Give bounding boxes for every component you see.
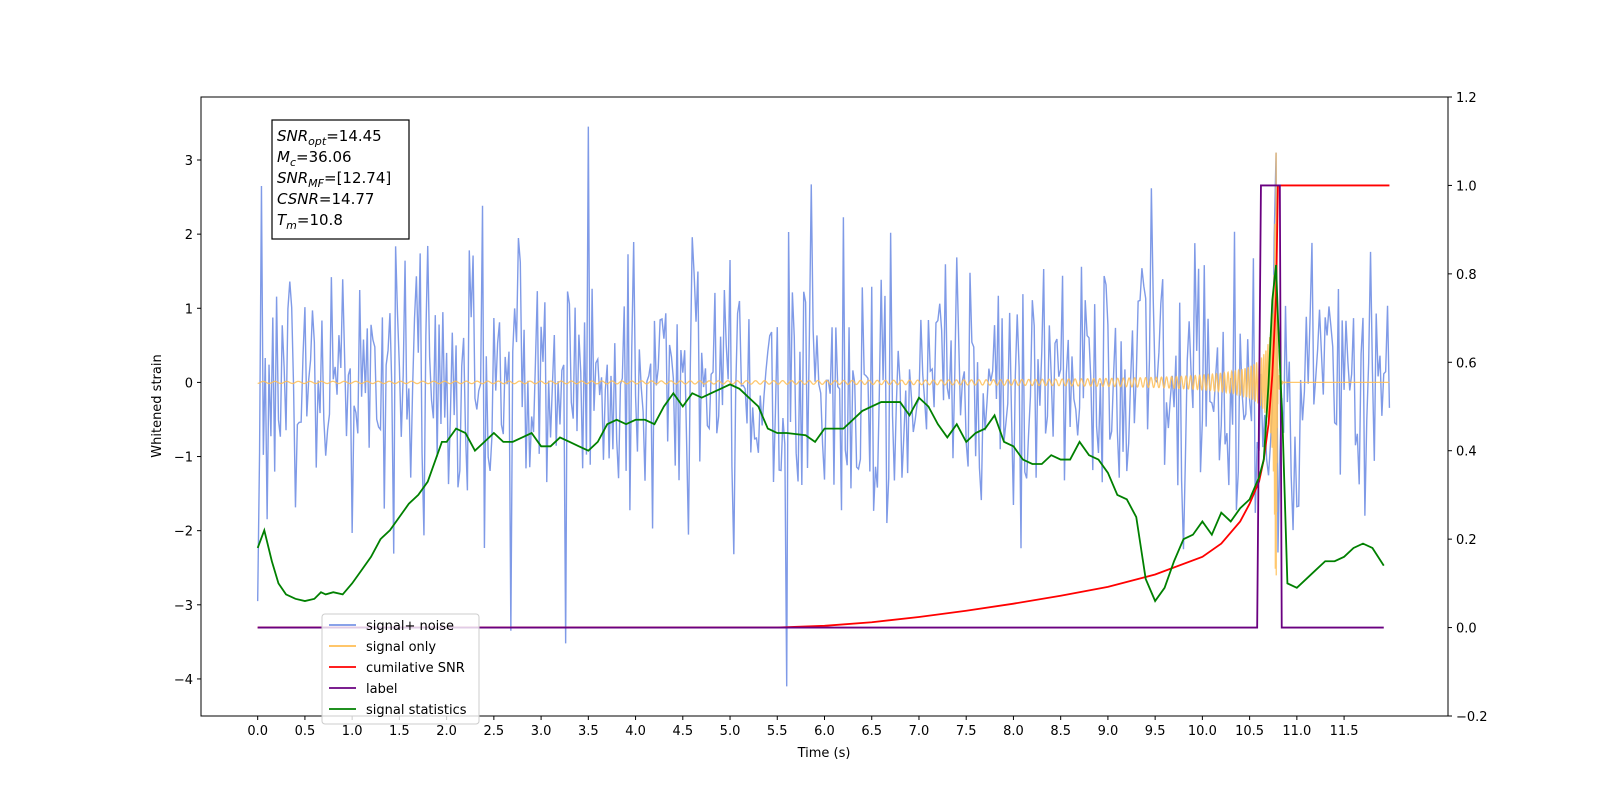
y-tick-label: −1 xyxy=(174,451,193,466)
y2-tick-label: 1.2 xyxy=(1456,91,1477,106)
x-tick-label: 11.0 xyxy=(1282,724,1311,739)
y2-tick-label: −0.2 xyxy=(1456,710,1488,725)
annotation-box: SNRopt=14.45Mc=36.06SNRMF=[12.74]CSNR=14… xyxy=(271,119,410,240)
y2-tick-label: 0.0 xyxy=(1456,622,1477,637)
y-tick-label: 0 xyxy=(185,376,193,391)
x-tick-label: 7.5 xyxy=(956,724,977,739)
series-line-label xyxy=(257,184,1384,629)
annotation-line: Tm=10.8 xyxy=(277,211,343,232)
y-tick-label: 2 xyxy=(185,228,193,243)
x-tick-label: 2.5 xyxy=(484,724,505,739)
y2-tick-label: 0.6 xyxy=(1456,356,1477,371)
legend-label-signal-only: signal only xyxy=(366,640,436,655)
x-tick-label: 10.0 xyxy=(1188,724,1217,739)
x-tick-label: 0.0 xyxy=(247,724,268,739)
series-line-signal-noise xyxy=(256,126,1391,687)
annotation-line: Mc=36.06 xyxy=(277,148,352,169)
y-tick-label: −4 xyxy=(174,673,193,688)
x-tick-label: 1.0 xyxy=(342,724,363,739)
x-tick-label: 4.5 xyxy=(672,724,693,739)
annotation-frame xyxy=(271,119,410,240)
x-tick-label: 9.0 xyxy=(1098,724,1119,739)
x-tick-label: 5.5 xyxy=(767,724,788,739)
legend: signal+ noise signal only cumilative SNR la… xyxy=(321,613,480,725)
x-axis-label: Time (s) xyxy=(797,746,851,761)
x-tick-label: 8.5 xyxy=(1050,724,1071,739)
legend-label-signal-noise: signal+ noise xyxy=(366,619,454,634)
x-tick-label: 7.0 xyxy=(909,724,930,739)
annotation-line: SNRopt=14.45 xyxy=(277,127,382,148)
legend-label-label: label xyxy=(366,682,397,697)
x-tick-label: 10.5 xyxy=(1235,724,1264,739)
plot-series-group xyxy=(256,126,1391,687)
annotation-line: CSNR=14.77 xyxy=(277,190,374,208)
x-tick-label: 6.5 xyxy=(861,724,882,739)
y2-tick-label: 1.0 xyxy=(1456,179,1477,194)
x-tick-label: 0.5 xyxy=(295,724,316,739)
y-axis-ticks: −4 −3 −2 −1 0 1 2 3 xyxy=(174,154,201,688)
x-tick-label: 6.0 xyxy=(814,724,835,739)
x-tick-label: 11.5 xyxy=(1330,724,1359,739)
y2-tick-label: 0.8 xyxy=(1456,268,1477,283)
y2-tick-label: 0.4 xyxy=(1456,445,1477,460)
x-tick-label: 2.0 xyxy=(436,724,457,739)
y-tick-label: 3 xyxy=(185,154,193,169)
x-axis-ticks: 0.0 0.5 1.0 1.5 2.0 2.5 3.0 3.5 4.0 4.5 5.0 5.5 6.0 6… xyxy=(247,716,1359,739)
y2-axis-ticks: −0.2 0.0 0.2 0.4 0.6 0.8 1.0 1.2 xyxy=(1448,91,1488,725)
series-line-signal-statistics xyxy=(256,264,1385,603)
y-tick-label: −3 xyxy=(174,599,193,614)
y-tick-label: 1 xyxy=(185,302,193,317)
legend-label-cumilative-snr: cumilative SNR xyxy=(366,661,465,676)
x-tick-label: 9.5 xyxy=(1145,724,1166,739)
series-line-cumilative-snr xyxy=(257,184,1390,629)
legend-frame xyxy=(321,613,480,725)
x-tick-label: 1.5 xyxy=(389,724,410,739)
y-tick-label: −2 xyxy=(174,525,193,540)
x-tick-label: 4.0 xyxy=(625,724,646,739)
series-line-signal-only xyxy=(257,152,1390,576)
y-axis-label: Whitened strain xyxy=(150,354,165,457)
legend-label-signal-statistics: signal statistics xyxy=(366,703,467,718)
annotation-line: SNRMF=[12.74] xyxy=(277,169,391,190)
x-tick-label: 3.5 xyxy=(578,724,599,739)
x-tick-label: 8.0 xyxy=(1003,724,1024,739)
x-tick-label: 3.0 xyxy=(531,724,552,739)
x-tick-label: 5.0 xyxy=(720,724,741,739)
y2-tick-label: 0.2 xyxy=(1456,533,1477,548)
